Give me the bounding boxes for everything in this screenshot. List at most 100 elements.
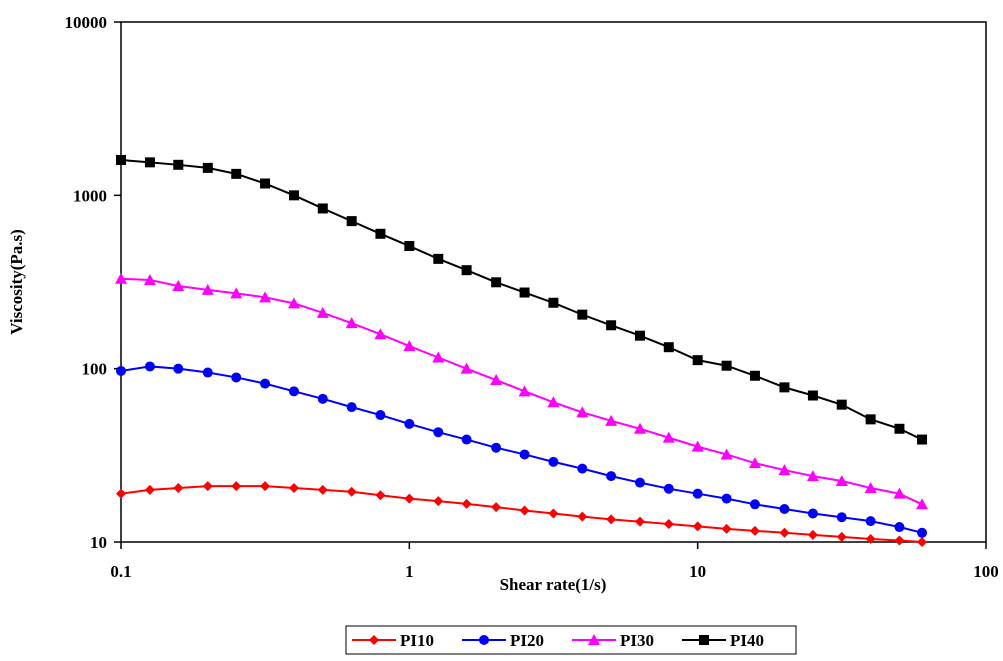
legend-marker	[699, 635, 709, 645]
marker	[720, 448, 733, 460]
marker	[917, 527, 928, 538]
marker	[692, 488, 703, 499]
series-line	[120, 158, 923, 441]
legend-box	[345, 625, 797, 655]
marker	[346, 486, 357, 497]
marker	[375, 410, 386, 421]
marker	[779, 527, 790, 538]
marker	[807, 508, 818, 519]
marker	[404, 418, 415, 429]
marker	[577, 309, 588, 320]
marker	[288, 482, 299, 493]
marker	[375, 490, 386, 501]
marker	[836, 512, 847, 523]
marker	[461, 498, 472, 509]
marker	[260, 378, 271, 389]
marker	[894, 423, 905, 434]
marker	[692, 355, 703, 366]
marker	[260, 178, 271, 189]
marker	[548, 456, 559, 467]
marker	[721, 360, 732, 371]
marker	[316, 306, 329, 318]
marker	[404, 493, 415, 504]
marker	[116, 488, 126, 499]
marker	[144, 361, 155, 372]
marker	[721, 493, 732, 504]
marker	[491, 502, 502, 513]
marker	[288, 190, 299, 201]
marker	[635, 516, 646, 527]
x-tick-label: 100	[973, 562, 999, 581]
marker	[375, 228, 386, 239]
y-tick-label: 10	[90, 533, 107, 552]
marker	[231, 168, 242, 179]
marker	[806, 470, 819, 482]
marker	[663, 342, 674, 353]
marker	[519, 287, 530, 298]
marker	[433, 496, 444, 507]
marker	[894, 522, 905, 533]
marker	[865, 534, 876, 545]
marker	[201, 283, 214, 295]
marker	[374, 328, 387, 340]
marker	[634, 422, 647, 434]
marker	[346, 216, 357, 227]
marker	[606, 514, 617, 525]
marker	[577, 511, 588, 522]
marker	[749, 370, 760, 381]
marker	[836, 531, 847, 542]
marker	[779, 504, 790, 515]
marker	[807, 390, 818, 401]
marker	[748, 457, 761, 469]
legend-label: PI30	[620, 631, 654, 650]
marker	[460, 362, 473, 374]
legend-marker	[479, 635, 489, 645]
marker	[605, 414, 618, 426]
marker	[635, 477, 646, 488]
marker	[491, 442, 502, 453]
marker	[230, 287, 243, 299]
series-line	[120, 485, 923, 543]
marker	[116, 154, 126, 165]
marker	[432, 351, 445, 363]
y-tick-label: 10000	[65, 13, 108, 32]
marker	[865, 516, 876, 527]
marker	[691, 440, 704, 452]
marker	[143, 273, 156, 285]
marker	[172, 279, 185, 291]
y-tick-label: 100	[82, 360, 108, 379]
marker	[404, 241, 415, 252]
marker	[663, 483, 674, 494]
marker	[663, 519, 674, 530]
x-tick-label: 0.1	[110, 562, 131, 581]
legend-marker	[369, 635, 379, 645]
marker	[461, 434, 472, 445]
marker	[433, 253, 444, 264]
marker	[836, 399, 847, 410]
marker	[345, 317, 358, 329]
marker	[835, 474, 848, 486]
marker	[894, 535, 905, 546]
marker	[749, 499, 760, 510]
legend-label: PI10	[400, 631, 434, 650]
marker	[288, 386, 299, 397]
y-tick-label: 1000	[73, 186, 107, 205]
marker	[287, 297, 300, 309]
marker	[317, 203, 328, 214]
marker	[202, 367, 213, 378]
y-axis-label: Viscosity(Pa.s)	[7, 229, 26, 335]
marker	[548, 297, 559, 308]
marker	[144, 484, 155, 495]
marker	[144, 157, 155, 168]
marker	[519, 505, 530, 516]
legend-label: PI20	[510, 631, 544, 650]
marker	[202, 162, 213, 173]
marker	[461, 265, 472, 276]
marker	[173, 482, 184, 493]
marker	[865, 414, 876, 425]
marker	[317, 393, 328, 404]
marker	[490, 374, 503, 386]
x-tick-label: 1	[405, 562, 414, 581]
marker	[547, 396, 560, 408]
